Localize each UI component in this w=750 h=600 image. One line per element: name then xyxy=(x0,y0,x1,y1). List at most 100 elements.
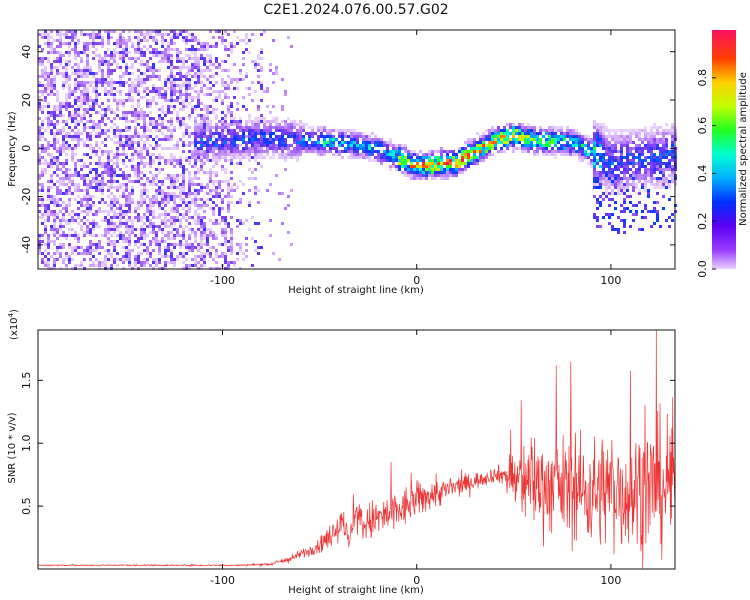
spectrogram-cell xyxy=(140,60,143,63)
spectrogram-cell xyxy=(176,255,179,258)
spectrogram-cell xyxy=(203,63,206,66)
spectrogram-cell xyxy=(218,186,221,189)
spectrogram-cell xyxy=(350,129,353,132)
spectrogram-cell xyxy=(281,147,284,150)
spectrogram-cell xyxy=(608,213,611,216)
spectrogram-cell xyxy=(221,81,224,84)
spectrogram-x-tick-label: -100 xyxy=(210,274,235,287)
spectrogram-cell xyxy=(671,153,674,156)
spectrogram-cell xyxy=(134,30,137,33)
spectrogram-cell xyxy=(200,252,203,255)
spectrogram-cell xyxy=(68,255,71,258)
spectrogram-cell xyxy=(662,150,665,153)
spectrogram-cell xyxy=(395,156,398,159)
spectrogram-cell xyxy=(143,123,146,126)
spectrogram-cell xyxy=(44,261,47,264)
spectrogram-cell xyxy=(113,246,116,249)
spectrogram-cell xyxy=(635,186,638,189)
spectrogram-cell xyxy=(266,150,269,153)
spectrogram-cell xyxy=(152,120,155,123)
spectrogram-cell xyxy=(197,159,200,162)
spectrogram-cell xyxy=(602,129,605,132)
spectrogram-cell xyxy=(650,168,653,171)
spectrogram-cell xyxy=(260,144,263,147)
spectrogram-cell xyxy=(86,201,89,204)
spectrogram-cell xyxy=(647,162,650,165)
spectrogram-cell xyxy=(155,51,158,54)
spectrogram-cell xyxy=(260,153,263,156)
spectrogram-cell xyxy=(56,168,59,171)
spectrogram-cell xyxy=(209,129,212,132)
spectrogram-cell xyxy=(137,102,140,105)
snr-x-axis-label: Height of straight line (km) xyxy=(288,585,424,596)
spectrogram-cell xyxy=(212,75,215,78)
spectrogram-cell xyxy=(623,225,626,228)
spectrogram-cell xyxy=(212,126,215,129)
spectrogram-cell xyxy=(197,60,200,63)
spectrogram-cell xyxy=(38,198,41,201)
spectrogram-cell xyxy=(281,150,284,153)
spectrogram-cell xyxy=(173,42,176,45)
spectrogram-cell xyxy=(620,177,623,180)
spectrogram-cell xyxy=(515,132,518,135)
spectrogram-cell xyxy=(128,204,131,207)
spectrogram-cell xyxy=(209,228,212,231)
spectrogram-cell xyxy=(113,141,116,144)
spectrogram-cell xyxy=(140,204,143,207)
spectrogram-cell xyxy=(143,162,146,165)
spectrogram-cell xyxy=(122,129,125,132)
spectrogram-cell xyxy=(107,171,110,174)
spectrogram-cell xyxy=(74,57,77,60)
spectrogram-cell xyxy=(38,177,41,180)
snr-multiplier-base: (x10 xyxy=(9,317,20,340)
spectrogram-cell xyxy=(251,147,254,150)
spectrogram-cell xyxy=(596,159,599,162)
spectrogram-cell xyxy=(95,246,98,249)
spectrogram-cell xyxy=(251,237,254,240)
spectrogram-cell xyxy=(272,105,275,108)
spectrogram-cell xyxy=(386,147,389,150)
spectrogram-cell xyxy=(266,138,269,141)
spectrogram-cell xyxy=(608,192,611,195)
spectrogram-cell xyxy=(47,189,50,192)
spectrogram-cell xyxy=(242,135,245,138)
spectrogram-cell xyxy=(491,147,494,150)
spectrogram-cell xyxy=(188,132,191,135)
spectrogram-cell xyxy=(125,120,128,123)
spectrogram-cell xyxy=(242,63,245,66)
spectrogram-cell xyxy=(143,213,146,216)
spectrogram-cell xyxy=(506,135,509,138)
spectrogram-cell xyxy=(110,201,113,204)
spectrogram-cell xyxy=(104,219,107,222)
snr-y-tick-label: 1.0 xyxy=(20,434,33,452)
spectrogram-cell xyxy=(137,150,140,153)
spectrogram-cell xyxy=(200,258,203,261)
spectrogram-cell xyxy=(218,183,221,186)
spectrogram-cell xyxy=(284,144,287,147)
spectrogram-cell xyxy=(122,183,125,186)
spectrogram-cell xyxy=(248,87,251,90)
spectrogram-cell xyxy=(41,57,44,60)
spectrogram-cell xyxy=(248,141,251,144)
spectrogram-cell xyxy=(278,123,281,126)
spectrogram-cell xyxy=(440,165,443,168)
spectrogram-cell xyxy=(173,258,176,261)
spectrogram-cell xyxy=(152,30,155,33)
spectrogram-cell xyxy=(233,189,236,192)
spectrogram-cell xyxy=(599,180,602,183)
spectrogram-cell xyxy=(164,99,167,102)
spectrogram-cell xyxy=(47,51,50,54)
spectrogram-cell xyxy=(59,168,62,171)
spectrogram-cell xyxy=(590,153,593,156)
spectrogram-cell xyxy=(605,174,608,177)
spectrogram-cell xyxy=(230,234,233,237)
spectrogram-cell xyxy=(200,156,203,159)
spectrogram-cell xyxy=(587,156,590,159)
spectrogram-cell xyxy=(638,228,641,231)
spectrogram-cell xyxy=(524,141,527,144)
spectrogram-cell xyxy=(158,144,161,147)
spectrogram-cell xyxy=(110,204,113,207)
spectrogram-cell xyxy=(47,105,50,108)
spectrogram-cell xyxy=(209,219,212,222)
spectrogram-cell xyxy=(635,183,638,186)
